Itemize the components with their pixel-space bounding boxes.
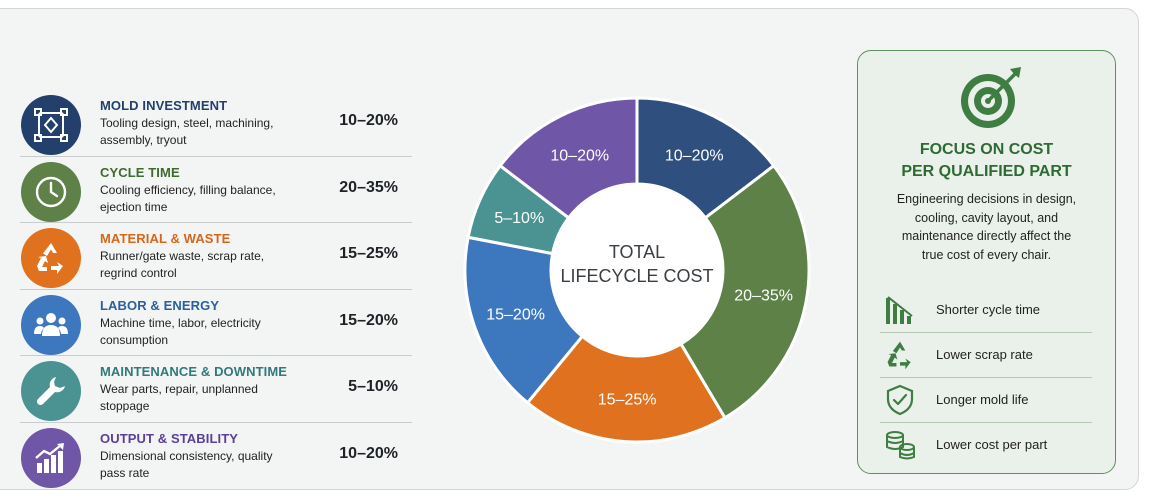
donut-slice-3 xyxy=(463,235,585,405)
benefit-label: Shorter cycle time xyxy=(936,302,1041,317)
category-range: 10–20% xyxy=(339,444,398,462)
recycle-icon xyxy=(21,228,81,288)
lifecycle-cost-donut-chart: 10–20% 20–35% 15–25% 15–20% 5–10% 10–20% TOTAL… xyxy=(440,80,840,460)
donut-slice-1 xyxy=(678,163,811,420)
coins-icon xyxy=(884,429,916,461)
benefit-label: Longer mold life xyxy=(936,392,1029,407)
focus-panel: FOCUS ON COST PER QUALIFIED PART Enginee… xyxy=(857,50,1116,474)
category-description: Dimensional consistency, quality pass ra… xyxy=(100,448,273,480)
category-title: LABOR & ENERGY xyxy=(100,297,220,313)
benefit-label: Lower scrap rate xyxy=(936,347,1033,362)
category-row-output-stability: OUTPUT & STABILITY Dimensional consisten… xyxy=(20,423,412,490)
benefit-item: Shorter cycle time xyxy=(880,287,1092,331)
category-range: 15–25% xyxy=(339,245,398,262)
donut-slice-5 xyxy=(498,96,639,220)
divider xyxy=(880,422,1092,423)
wrench-icon xyxy=(21,361,81,421)
donut-center-label-1: LIFECYCLE COST xyxy=(560,266,713,286)
donut-slice-label-5: 10–20% xyxy=(550,147,609,164)
category-row-cycle-time: CYCLE TIME Cooling efficiency, filling b… xyxy=(20,157,412,223)
category-range: 10–20% xyxy=(339,112,398,129)
donut-slice-2 xyxy=(525,334,727,444)
target-icon xyxy=(958,65,1024,131)
donut-center-label-0: TOTAL xyxy=(609,242,665,262)
category-title: MAINTENANCE & DOWNTIME xyxy=(100,364,288,379)
donut-slice-label-4: 5–10% xyxy=(494,210,544,227)
category-row-labor-energy: LABOR & ENERGY Machine time, labor, elec… xyxy=(20,290,412,356)
category-title: OUTPUT & STABILITY xyxy=(100,430,239,446)
donut-slice-label-0: 10–20% xyxy=(665,147,724,164)
category-range: 20–35% xyxy=(339,178,398,196)
category-row-material-waste: MATERIAL & WASTE Runner/gate waste, scra… xyxy=(20,223,412,290)
recycle-icon xyxy=(884,339,916,371)
divider xyxy=(880,377,1092,378)
benefit-item: Lower cost per part xyxy=(880,422,1092,466)
category-description: Tooling design, steel, machining, assemb… xyxy=(100,116,274,147)
benefit-label: Lower cost per part xyxy=(936,437,1048,452)
people-icon xyxy=(21,294,81,355)
category-row-mold-investment: MOLD INVESTMENT Tooling design, steel, m… xyxy=(20,90,412,157)
category-range: 15–20% xyxy=(339,311,398,329)
category-title: CYCLE TIME xyxy=(100,164,180,180)
donut-center xyxy=(552,185,722,355)
donut-slice-label-2: 15–25% xyxy=(598,392,657,409)
benefit-item: Lower scrap rate xyxy=(880,332,1092,376)
category-description: Machine time, labor, electricity consump… xyxy=(100,315,261,347)
donut-slice-label-1: 20–35% xyxy=(734,288,793,305)
growth-chart-icon xyxy=(21,427,81,488)
mold-icon xyxy=(21,95,81,155)
benefit-item: Longer mold life xyxy=(880,377,1092,421)
category-title: MOLD INVESTMENT xyxy=(100,98,228,113)
focus-title: FOCUS ON COST PER QUALIFIED PART xyxy=(901,141,1072,180)
divider xyxy=(880,332,1092,333)
shield-check-icon xyxy=(884,384,916,416)
donut-slice-label-3: 15–20% xyxy=(486,307,545,324)
category-description: Wear parts, repair, unplanned stoppage xyxy=(100,382,258,413)
clock-icon xyxy=(21,161,81,222)
cost-category-list: MOLD INVESTMENT Tooling design, steel, m… xyxy=(20,90,412,489)
category-range: 5–10% xyxy=(348,378,398,395)
focus-description: Engineering decisions in design, cooling… xyxy=(896,192,1077,262)
category-title: MATERIAL & WASTE xyxy=(100,231,231,246)
category-description: Runner/gate waste, scrap rate, regrind c… xyxy=(100,249,265,280)
category-description: Cooling efficiency, filling balance, eje… xyxy=(100,182,276,214)
category-row-maintenance-downtime: MAINTENANCE & DOWNTIME Wear parts, repai… xyxy=(20,356,412,423)
bar-chart-down-icon xyxy=(884,294,916,326)
